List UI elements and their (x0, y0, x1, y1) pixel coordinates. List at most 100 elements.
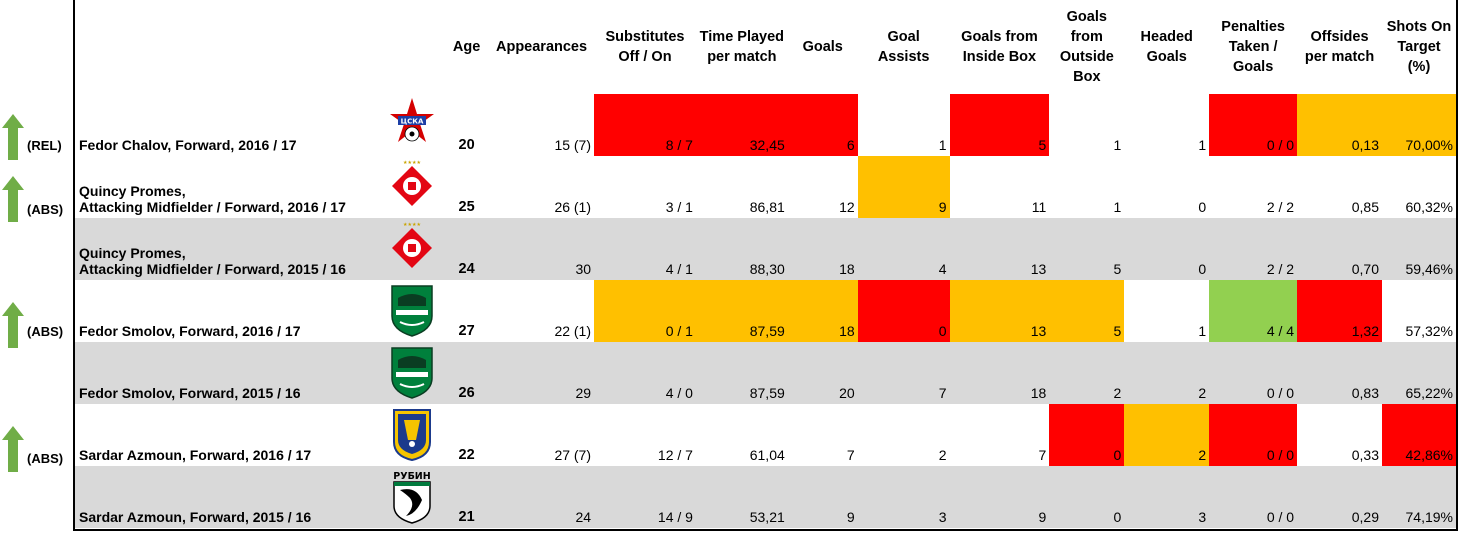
up-arrow-icon (2, 426, 24, 472)
rostov-logo-icon (393, 409, 432, 462)
header-age: Age (452, 39, 481, 55)
player-name-cell: Sardar Azmoun, Forward, 2016 / 17 (75, 404, 444, 466)
goals-cell: 7 (846, 447, 855, 463)
goals-cell: 18 (787, 280, 858, 342)
appearances-cell: 22 (1) (554, 323, 592, 339)
player-comparison-table: Age Appearances Substitutes Off / On Tim… (75, 0, 1456, 528)
header-penalties: Penalties Taken / Goals (1221, 19, 1285, 75)
substitutes-cell: 3 / 1 (665, 199, 693, 215)
player-name: Sardar Azmoun, Forward, 2016 / 17 (79, 447, 312, 463)
goals-inside-cell: 13 (949, 218, 1050, 280)
age-cell: 24 (444, 218, 490, 280)
penalties-cell: 4 / 4 (1209, 280, 1298, 342)
header-goals-outside-box: Goals from Outside Box (1059, 9, 1114, 85)
svg-text:★★★★: ★★★★ (403, 222, 421, 228)
table-row: Quincy Promes, Attacking Midfielder / Fo… (75, 156, 1456, 218)
table-row: Fedor Smolov, Forward, 2016 / 17 27 22 (… (75, 280, 1456, 342)
age-cell: 26 (444, 342, 490, 404)
trend-marker-row-6: (ABS) (0, 426, 74, 472)
headed-goals-cell: 1 (1198, 137, 1207, 153)
time-played-cell: 53,21 (695, 466, 788, 528)
krasnodar-logo-icon (391, 285, 433, 337)
goals-outside-cell: 5 (1049, 280, 1125, 342)
offsides-cell: 0,83 (1297, 342, 1382, 404)
player-name-cell: Fedor Chalov, Forward, 2016 / 17 ЦСКА (75, 94, 444, 156)
offsides-cell: 0,70 (1297, 218, 1382, 280)
player-name: Fedor Chalov, Forward, 2016 / 17 (79, 137, 297, 153)
header-shots-on-target: Shots On Target (%) (1386, 19, 1452, 75)
goals-inside-cell: 18 (949, 342, 1050, 404)
appearances-cell: 27 (7) (554, 447, 592, 463)
age-cell: 25 (458, 199, 475, 215)
header-goal-assists: Goal Assists (877, 29, 930, 65)
trend-marker-row-1: (REL) (0, 114, 74, 160)
goals-outside-cell: 0 (1049, 404, 1125, 466)
substitutes-cell: 12 / 7 (657, 447, 693, 463)
up-arrow-icon (2, 114, 24, 160)
offsides-cell: 0,33 (1351, 447, 1379, 463)
goals-cell: 6 (787, 94, 858, 156)
trend-label: (REL) (27, 138, 62, 153)
table-row: Fedor Chalov, Forward, 2016 / 17 ЦСКА 20… (75, 94, 1456, 156)
goals-inside-cell: 9 (949, 466, 1050, 528)
spartak-moscow-logo-icon: ★★★★ (392, 160, 433, 206)
header-time-played: Time Played per match (699, 29, 785, 65)
headed-goals-cell: 2 (1124, 342, 1210, 404)
svg-text:ЦСКА: ЦСКА (401, 118, 424, 126)
player-position: Attacking Midfielder / Forward, 2016 / 1… (79, 199, 346, 215)
player-name: Quincy Promes, (79, 183, 186, 199)
substitutes-cell: 4 / 0 (594, 342, 696, 404)
goals-outside-cell: 2 (1049, 342, 1125, 404)
goals-inside-cell: 5 (949, 94, 1050, 156)
headed-goals-cell: 3 (1124, 466, 1210, 528)
headed-goals-cell: 2 (1124, 404, 1210, 466)
rubin-kazan-logo-icon: РУБИН (393, 471, 431, 524)
goal-assists-cell: 9 (857, 156, 950, 218)
goal-assists-cell: 2 (938, 447, 947, 463)
table-row: Fedor Smolov, Forward, 2015 / 16 26 29 4… (75, 342, 1456, 404)
table-row: Sardar Azmoun, Forward, 2016 / 17 22 27 … (75, 404, 1456, 466)
offsides-cell: 1,32 (1297, 280, 1382, 342)
goals-inside-cell: 11 (1031, 199, 1047, 215)
cska-moscow-logo-icon: ЦСКА (390, 98, 435, 142)
age-cell: 27 (458, 323, 475, 339)
goals-cell: 9 (787, 466, 858, 528)
time-played-cell: 88,30 (695, 218, 788, 280)
goals-inside-cell: 7 (1038, 447, 1047, 463)
header-player (75, 0, 444, 94)
appearances-cell: 29 (489, 342, 595, 404)
time-played-cell: 87,59 (695, 342, 788, 404)
player-name-cell: Quincy Promes, Attacking Midfielder / Fo… (75, 156, 444, 218)
player-name: Fedor Smolov, Forward, 2016 / 17 (79, 323, 301, 339)
substitutes-cell: 8 / 7 (594, 94, 696, 156)
table-row: Sardar Azmoun, Forward, 2015 / 16 РУБИН … (75, 466, 1456, 528)
age-cell: 21 (444, 466, 490, 528)
header-row: Age Appearances Substitutes Off / On Tim… (75, 0, 1456, 94)
header-headed-goals: Headed Goals (1140, 29, 1193, 65)
goal-assists-cell: 0 (857, 280, 950, 342)
penalties-cell: 2 / 2 (1209, 218, 1298, 280)
time-played-cell: 86,81 (749, 199, 785, 215)
substitutes-cell: 4 / 1 (594, 218, 696, 280)
svg-text:★★★★: ★★★★ (403, 160, 421, 166)
goals-outside-cell: 1 (1113, 137, 1122, 153)
shots-cell: 57,32% (1405, 323, 1453, 339)
header-goals: Goals (802, 39, 843, 55)
shots-cell: 65,22% (1382, 342, 1456, 404)
shots-cell: 74,19% (1382, 466, 1456, 528)
offsides-cell: 0,85 (1351, 199, 1379, 215)
appearances-cell: 26 (1) (554, 199, 592, 215)
substitutes-cell: 14 / 9 (594, 466, 696, 528)
goal-assists-cell: 3 (857, 466, 950, 528)
headed-goals-cell: 0 (1198, 199, 1207, 215)
player-position: Attacking Midfielder / Forward, 2015 / 1… (79, 261, 346, 277)
offsides-cell: 0,29 (1297, 466, 1382, 528)
trend-label: (ABS) (27, 324, 64, 339)
goals-outside-cell: 1 (1113, 199, 1122, 215)
time-played-cell: 32,45 (695, 94, 788, 156)
penalties-cell: 2 / 2 (1266, 199, 1295, 215)
goals-outside-cell: 5 (1049, 218, 1125, 280)
trend-marker-row-2: (ABS) (0, 176, 74, 222)
goals-cell: 20 (787, 342, 858, 404)
spartak-moscow-logo-icon: ★★★★ (392, 222, 433, 268)
